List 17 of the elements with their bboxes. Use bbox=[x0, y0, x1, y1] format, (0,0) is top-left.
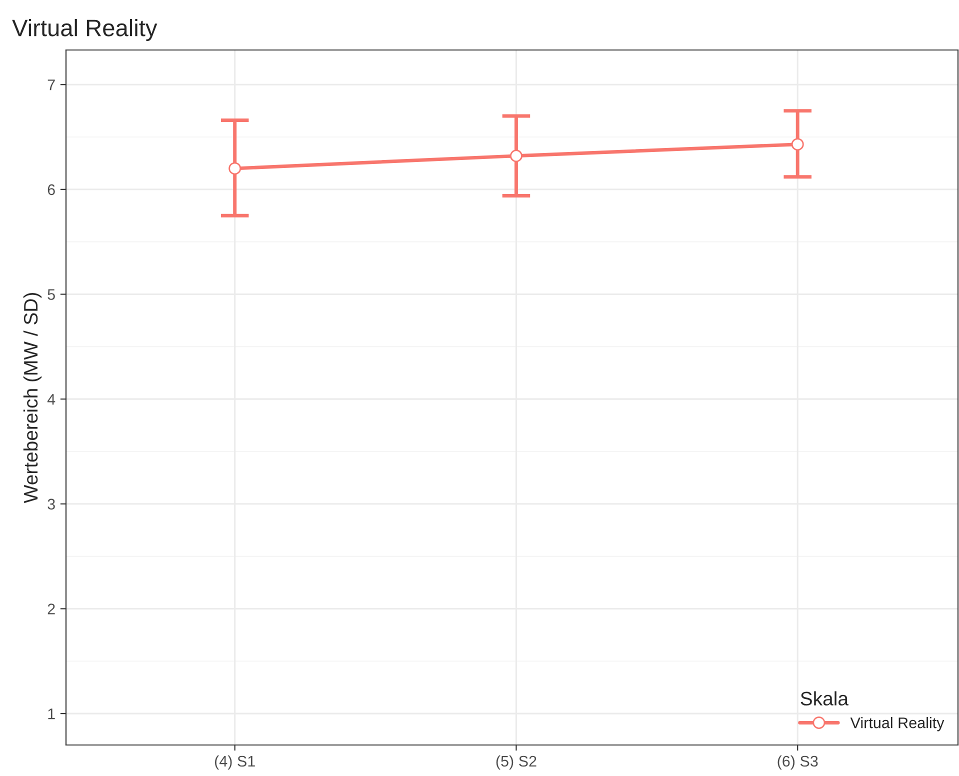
y-tick-label: 3 bbox=[48, 498, 55, 510]
x-tick-label: (4) S1 bbox=[214, 755, 255, 770]
y-tick-label: 1 bbox=[48, 708, 55, 720]
legend-title: Skala bbox=[800, 691, 848, 706]
y-tick-label: 6 bbox=[48, 184, 55, 196]
y-tick-label: 2 bbox=[48, 604, 55, 614]
x-tick-label: (5) S2 bbox=[496, 755, 536, 770]
legend-label: Virtual Reality bbox=[850, 717, 944, 732]
y-tick-label: 4 bbox=[47, 394, 56, 405]
y-tick-label: 7 bbox=[48, 80, 55, 90]
y-tick-label: 5 bbox=[48, 289, 55, 300]
chart-title: Virtual Reality bbox=[12, 18, 158, 42]
y-axis-title: Wertebereich (MW / SD) bbox=[23, 292, 42, 504]
point bbox=[228, 162, 242, 175]
x-tick-label: (6) S3 bbox=[778, 755, 818, 770]
point bbox=[510, 150, 522, 162]
point bbox=[791, 138, 804, 151]
